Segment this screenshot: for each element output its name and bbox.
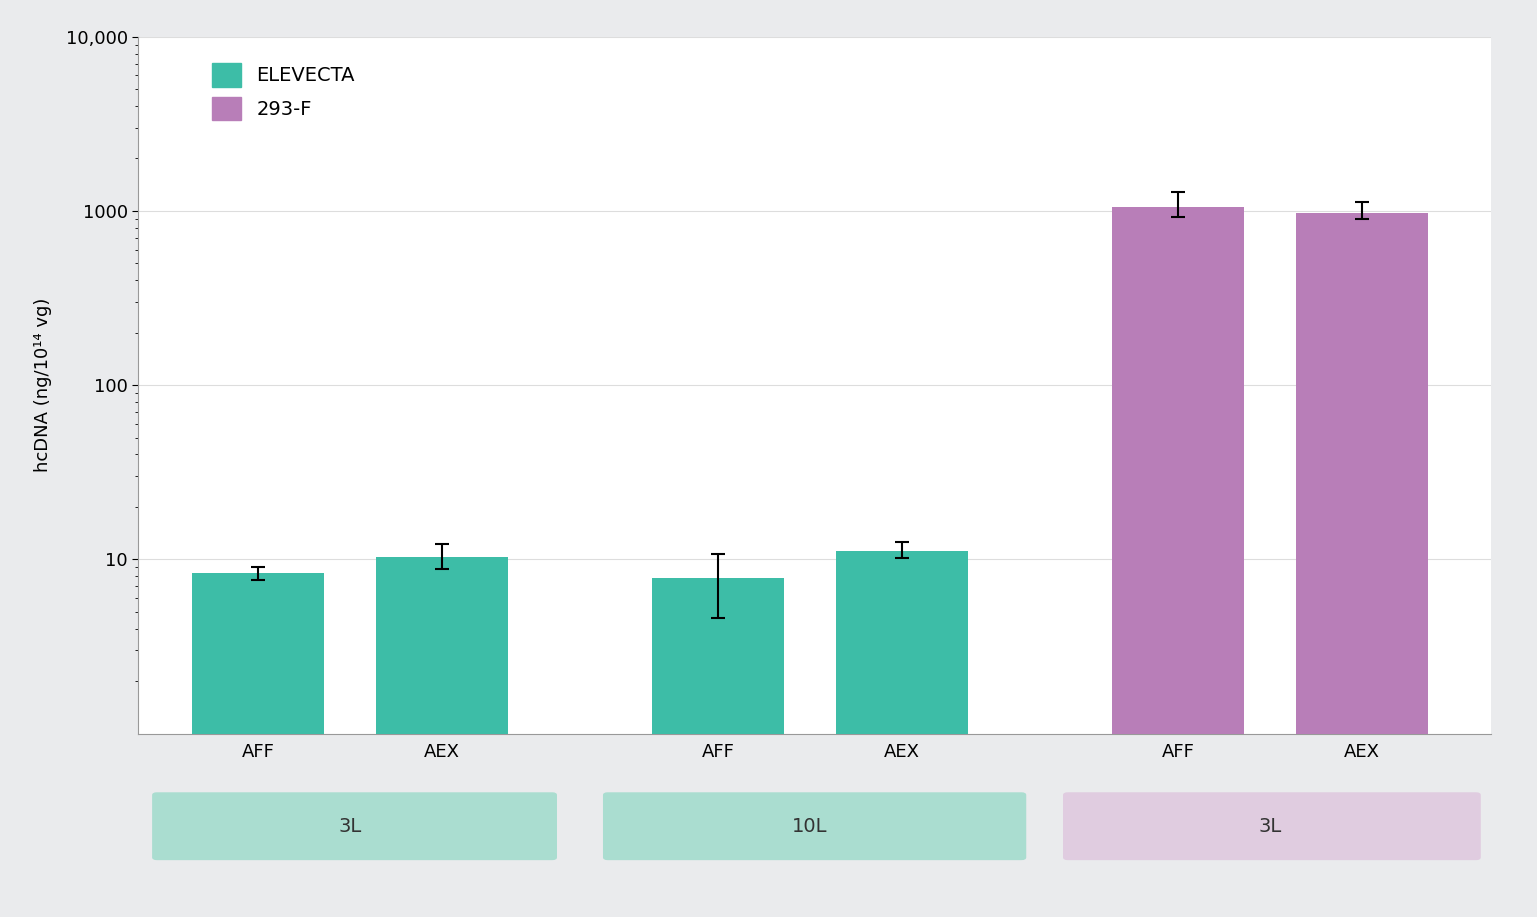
Bar [375,558,509,917]
Bar [1111,207,1245,917]
Text: 3L: 3L [1259,817,1282,835]
Text: 10L: 10L [792,817,828,835]
Bar [836,551,968,917]
Text: 3L: 3L [338,817,361,835]
Bar [1296,213,1428,917]
Bar [652,579,784,917]
Y-axis label: hcDNA (ng/10¹⁴ vg): hcDNA (ng/10¹⁴ vg) [34,298,52,472]
Bar [192,573,324,917]
Legend: ELEVECTA, 293-F: ELEVECTA, 293-F [203,53,364,130]
